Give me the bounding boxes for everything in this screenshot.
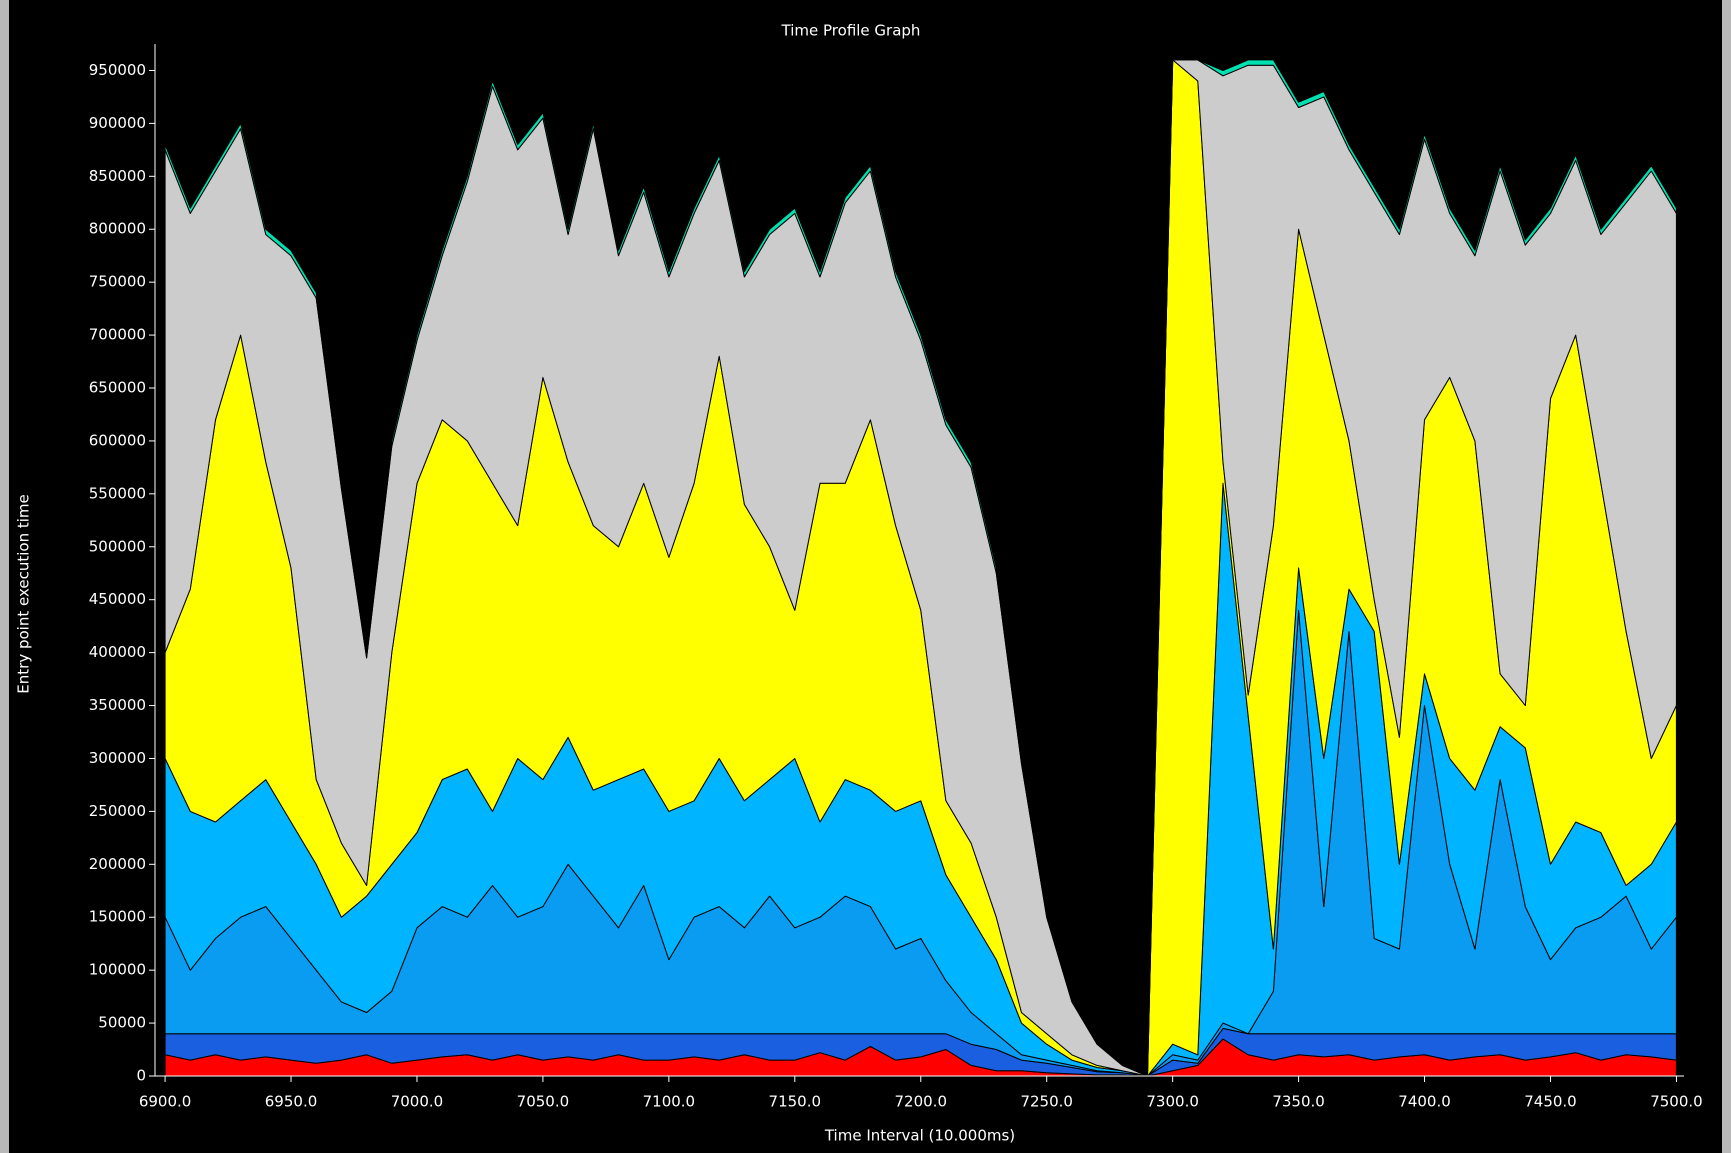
y-tick-label: 350000 [89, 696, 146, 714]
y-tick-label: 900000 [89, 114, 146, 132]
y-tick-label: 750000 [89, 273, 146, 291]
y-tick-label: 0 [136, 1067, 146, 1085]
x-tick-label: 7000.0 [391, 1093, 444, 1111]
x-tick-label: 7500.0 [1650, 1093, 1703, 1111]
area [164, 59, 1677, 1077]
y-tick-label: 50000 [98, 1014, 146, 1032]
y-tick-label: 800000 [89, 220, 146, 238]
x-tick-label: 7250.0 [1020, 1093, 1073, 1111]
y-tick-label: 100000 [89, 961, 146, 979]
y-tick-label: 950000 [89, 61, 146, 79]
y-tick-label: 850000 [89, 167, 146, 185]
y-tick-label: 300000 [89, 749, 146, 767]
y-tick-label: 550000 [89, 484, 146, 502]
x-tick-label: 7400.0 [1398, 1093, 1451, 1111]
x-axis-label: Time Interval (10.000ms) [824, 1127, 1015, 1145]
x-tick-label: 6950.0 [265, 1093, 318, 1111]
x-tick-label: 7300.0 [1146, 1093, 1199, 1111]
x-tick-label: 6900.0 [139, 1093, 192, 1111]
chart-title: Time Profile Graph [781, 22, 921, 40]
y-tick-label: 150000 [89, 908, 146, 926]
x-tick-label: 7200.0 [895, 1093, 948, 1111]
x-tick-label: 7150.0 [769, 1093, 822, 1111]
y-tick-label: 250000 [89, 802, 146, 820]
x-tick-label: 7100.0 [643, 1093, 696, 1111]
y-tick-label: 500000 [89, 537, 146, 555]
y-tick-label: 200000 [89, 855, 146, 873]
x-tick-label: 7050.0 [517, 1093, 570, 1111]
y-tick-label: 650000 [89, 379, 146, 397]
y-axis-label: Entry point execution time [15, 494, 33, 693]
x-tick-label: 7450.0 [1524, 1093, 1577, 1111]
y-tick-label: 450000 [89, 590, 146, 608]
y-tick-label: 600000 [89, 431, 146, 449]
x-tick-label: 7350.0 [1272, 1093, 1325, 1111]
y-tick-label: 400000 [89, 643, 146, 661]
y-tick-label: 700000 [89, 326, 146, 344]
